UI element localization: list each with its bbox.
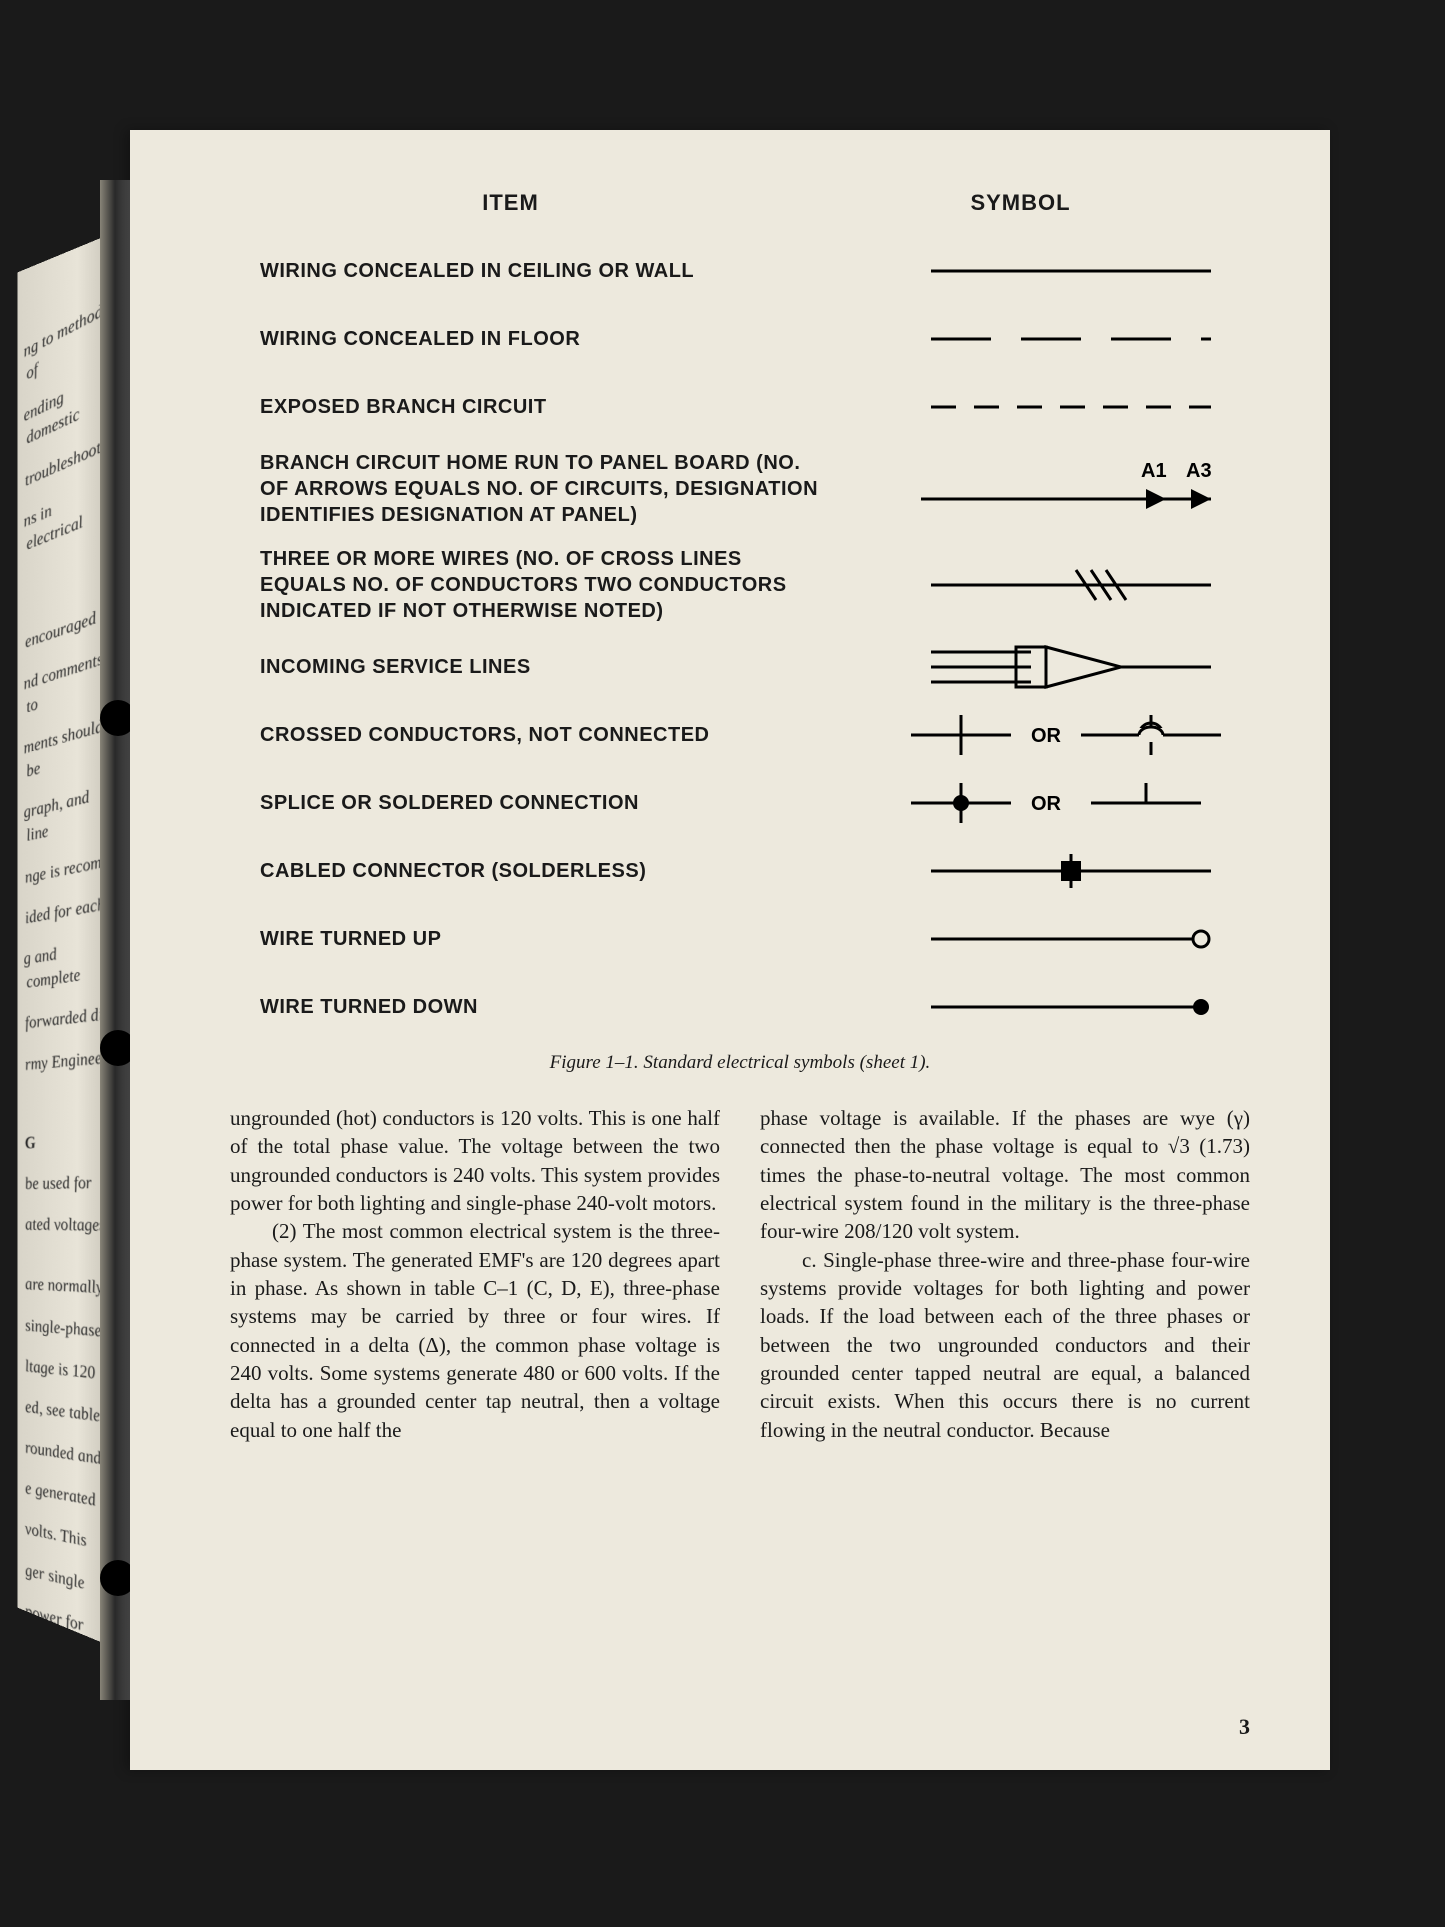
row-label: SPLICE OR SOLDERED CONNECTION (230, 790, 841, 816)
or-text: OR (1031, 725, 1062, 747)
paragraph: ungrounded (hot) conductors is 120 volts… (230, 1104, 720, 1217)
row-label: WIRING CONCEALED IN FLOOR (230, 326, 841, 352)
body-text: ungrounded (hot) conductors is 120 volts… (230, 1104, 1250, 1444)
row-label: EXPOSED BRANCH CIRCUIT (230, 394, 841, 420)
table-row: CROSSED CONDUCTORS, NOT CONNECTED OR (230, 710, 1250, 760)
symbol-wire-down (841, 982, 1300, 1032)
row-label: WIRING CONCEALED IN CEILING OR WALL (230, 258, 841, 284)
arrow-label-a3: A3 (1186, 460, 1212, 482)
row-label: CABLED CONNECTOR (SOLDERLESS) (230, 858, 841, 884)
row-label: WIRE TURNED UP (230, 926, 841, 952)
table-row: BRANCH CIRCUIT HOME RUN TO PANEL BOARD (… (230, 450, 1250, 528)
header-item: ITEM (230, 190, 791, 216)
symbol-table: ITEM SYMBOL WIRING CONCEALED IN CEILING … (230, 190, 1250, 1032)
row-label: INCOMING SERVICE LINES (230, 654, 841, 680)
paragraph: (2) The most common electrical system is… (230, 1217, 720, 1444)
table-row: WIRE TURNED UP (230, 914, 1250, 964)
page-number: 3 (1239, 1714, 1250, 1740)
row-label: CROSSED CONDUCTORS, NOT CONNECTED (230, 722, 841, 748)
table-header: ITEM SYMBOL (230, 190, 1250, 216)
symbol-cabled-connector (841, 846, 1300, 896)
main-page: ITEM SYMBOL WIRING CONCEALED IN CEILING … (130, 130, 1330, 1770)
symbol-short-dash (841, 382, 1300, 432)
row-label: THREE OR MORE WIRES (NO. OF CROSS LINES … (230, 546, 841, 624)
paragraph: c. Single-phase three-wire and three-pha… (760, 1246, 1250, 1444)
arrow-label-a1: A1 (1141, 460, 1167, 482)
symbol-crossed-not-connected: OR (841, 710, 1300, 760)
table-row: INCOMING SERVICE LINES (230, 642, 1250, 692)
table-row: CABLED CONNECTOR (SOLDERLESS) (230, 846, 1250, 896)
table-row: SPLICE OR SOLDERED CONNECTION OR (230, 778, 1250, 828)
table-row: WIRE TURNED DOWN (230, 982, 1250, 1032)
figure-caption: Figure 1–1. Standard electrical symbols … (230, 1052, 1250, 1074)
table-row: WIRING CONCEALED IN CEILING OR WALL (230, 246, 1250, 296)
book-binding (100, 180, 130, 1700)
paragraph: phase voltage is available. If the phase… (760, 1104, 1250, 1246)
row-label: WIRE TURNED DOWN (230, 994, 841, 1020)
header-symbol: SYMBOL (791, 190, 1250, 216)
symbol-solid-line (841, 246, 1300, 296)
symbol-wire-up (841, 914, 1300, 964)
or-text: OR (1031, 793, 1062, 815)
symbol-long-dash (841, 314, 1300, 364)
photo-frame: ng to methods of ending domestic trouble… (0, 0, 1445, 1927)
symbol-splice: OR (841, 778, 1300, 828)
table-row: WIRING CONCEALED IN FLOOR (230, 314, 1250, 364)
symbol-incoming-service (841, 642, 1300, 692)
symbol-three-wires (841, 560, 1300, 610)
table-row: THREE OR MORE WIRES (NO. OF CROSS LINES … (230, 546, 1250, 624)
table-row: EXPOSED BRANCH CIRCUIT (230, 382, 1250, 432)
row-label: BRANCH CIRCUIT HOME RUN TO PANEL BOARD (… (230, 450, 841, 528)
symbol-home-run-arrow: A1 A3 (841, 464, 1300, 514)
